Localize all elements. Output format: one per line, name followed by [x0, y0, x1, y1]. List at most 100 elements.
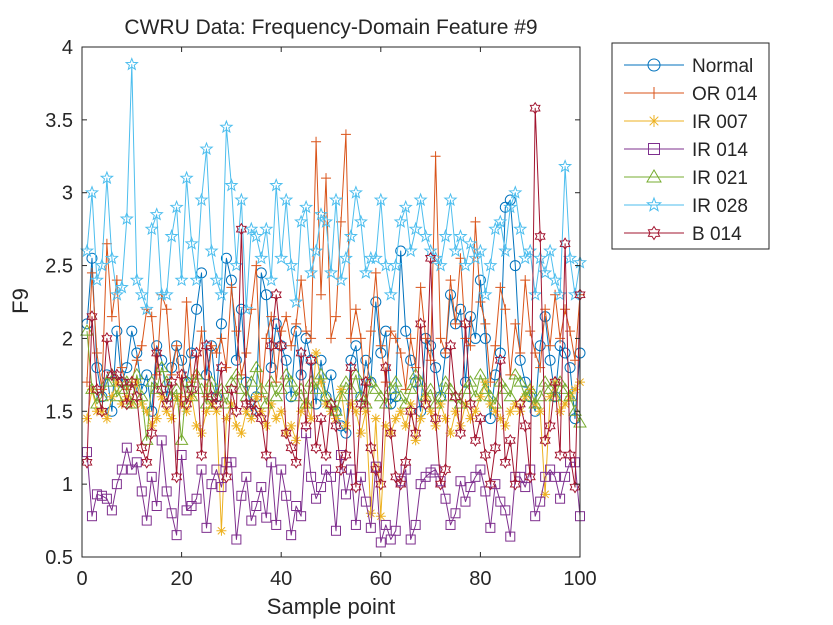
data-point-ir-007	[500, 420, 511, 431]
data-point-ir-007	[176, 399, 187, 409]
data-point-b-014	[166, 375, 178, 389]
data-point-ir-014	[326, 471, 336, 482]
data-point-b-014	[519, 419, 531, 433]
data-point-ir-014	[191, 493, 202, 504]
series-line-normal	[86, 199, 581, 434]
legend-item-ir-014: IR 014	[624, 140, 748, 161]
data-point-ir-007	[191, 420, 202, 431]
data-point-or-014	[480, 318, 491, 329]
data-point-ir-007	[505, 406, 516, 417]
data-point-or-014	[206, 340, 217, 351]
data-point-b-014	[410, 426, 422, 440]
data-point-ir-007	[151, 413, 162, 424]
x-tick-label: 60	[370, 568, 392, 590]
data-point-ir-028	[503, 199, 518, 214]
data-point-b-014	[340, 448, 352, 462]
data-point-ir-028	[353, 214, 368, 228]
data-point-ir-021	[503, 389, 518, 402]
data-point-ir-028	[149, 207, 164, 221]
data-point-normal	[91, 362, 103, 374]
data-point-ir-021	[493, 375, 508, 387]
data-point-ir-007	[296, 406, 307, 417]
data-point-ir-028	[448, 243, 463, 258]
data-point-ir-007	[555, 406, 566, 417]
data-point-normal	[454, 303, 466, 315]
data-point-ir-014	[365, 522, 376, 533]
data-point-normal	[191, 303, 203, 315]
data-point-b-014	[415, 317, 427, 331]
data-point-ir-021	[319, 389, 333, 402]
data-point-ir-007	[560, 399, 571, 409]
data-point-ir-028	[254, 250, 269, 265]
data-point-ir-021	[254, 382, 269, 394]
data-point-ir-028	[403, 243, 418, 258]
data-point-b-014	[111, 368, 123, 382]
data-point-ir-007	[141, 406, 152, 417]
data-point-b-014	[449, 390, 462, 404]
x-tick-label: 100	[563, 568, 596, 590]
legend-label-or-014: OR 014	[692, 84, 758, 105]
data-point-b-014	[464, 397, 477, 411]
data-point-b-014	[86, 310, 98, 324]
data-point-b-014	[295, 346, 307, 360]
data-point-ir-007	[360, 406, 371, 417]
data-point-or-014	[385, 326, 396, 337]
data-point-ir-028	[289, 294, 304, 309]
data-point-or-014	[495, 282, 506, 293]
data-point-or-014	[405, 333, 416, 344]
data-point-normal	[126, 325, 138, 337]
data-point-ir-007	[450, 406, 461, 417]
data-point-normal	[260, 289, 272, 301]
y-tick-label: 3.5	[45, 110, 73, 132]
data-point-ir-014	[555, 493, 566, 504]
legend-label-ir-007: IR 007	[692, 112, 748, 133]
data-point-ir-028	[493, 214, 508, 228]
data-point-ir-021	[423, 382, 438, 394]
data-point-or-014	[375, 340, 386, 351]
data-point-ir-021	[124, 397, 139, 409]
data-point-or-014	[370, 267, 381, 278]
data-point-ir-014	[146, 471, 157, 482]
data-point-ir-014	[500, 505, 511, 516]
series-line-ir-014	[86, 432, 581, 543]
data-point-or-014	[340, 129, 351, 140]
data-point-ir-021	[204, 375, 219, 387]
data-point-b-014	[185, 382, 198, 396]
data-point-b-014	[280, 426, 292, 440]
data-point-b-014	[424, 251, 437, 265]
data-point-ir-028	[548, 272, 563, 287]
data-point-ir-007	[326, 406, 336, 417]
data-point-normal	[494, 347, 506, 359]
data-point-b-014	[405, 404, 417, 418]
data-point-or-014	[545, 340, 556, 351]
data-point-ir-014	[330, 525, 341, 536]
data-point-normal	[151, 340, 163, 352]
data-point-ir-014	[306, 471, 317, 482]
data-point-ir-028	[463, 236, 478, 250]
data-point-ir-014	[131, 457, 142, 468]
data-point-ir-021	[373, 389, 388, 402]
data-point-b-014	[175, 368, 188, 382]
data-point-ir-028	[338, 250, 353, 265]
legend-item-b-014: B 014	[624, 224, 742, 245]
data-point-or-014	[181, 297, 192, 307]
data-point-ir-014	[530, 511, 541, 522]
y-tick-label: 3	[62, 183, 73, 205]
data-point-ir-014	[156, 435, 167, 446]
data-point-ir-007	[545, 391, 556, 402]
data-point-ir-007	[251, 391, 262, 402]
y-tick-label: 1.5	[45, 401, 73, 423]
data-point-or-014	[435, 333, 446, 344]
data-point-ir-028	[473, 243, 488, 258]
data-point-or-014	[395, 348, 406, 358]
data-point-ir-028	[318, 214, 334, 228]
data-point-b-014	[534, 229, 546, 243]
data-point-ir-028	[164, 228, 179, 243]
data-point-ir-014	[460, 496, 471, 507]
data-point-ir-007	[201, 406, 212, 417]
data-point-or-014	[500, 304, 511, 315]
data-point-ir-021	[508, 367, 523, 380]
data-point-ir-014	[151, 501, 162, 511]
data-point-ir-028	[154, 287, 169, 301]
data-point-ir-014	[296, 511, 307, 522]
